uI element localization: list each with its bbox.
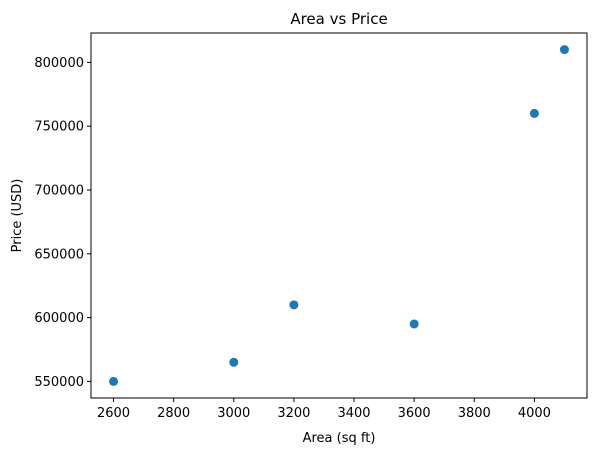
y-tick-label: 800000 (34, 56, 84, 71)
x-tick-label: 3000 (217, 406, 250, 421)
y-tick-label: 550000 (34, 375, 84, 390)
chart-title: Area vs Price (290, 10, 387, 28)
y-tick-label: 750000 (34, 120, 84, 135)
x-tick-label: 4000 (518, 406, 551, 421)
y-axis-label: Price (USD) (10, 179, 25, 253)
scatter-point (229, 357, 239, 367)
x-tick-label: 3800 (458, 406, 491, 421)
x-tick-label: 2600 (97, 406, 130, 421)
y-axis: 550000 600000 650000 700000 750000 800000 (34, 56, 91, 390)
x-axis-label: Area (sq ft) (303, 431, 376, 446)
x-tick-label: 3600 (398, 406, 431, 421)
plot-frame (90, 32, 588, 399)
x-tick-label: 3200 (277, 406, 310, 421)
x-tick-label: 3400 (337, 406, 370, 421)
y-tick-label: 600000 (34, 311, 84, 326)
scatter-point (529, 108, 539, 118)
scatter-point (559, 45, 569, 55)
x-tick-label: 2800 (157, 406, 190, 421)
scatter-point (289, 300, 299, 310)
y-tick-label: 700000 (34, 183, 84, 198)
scatter-point (409, 319, 419, 329)
x-axis: 2600 2800 3000 3200 3400 3600 3800 4000 (97, 398, 551, 421)
y-tick-label: 650000 (34, 247, 84, 262)
data-points (109, 45, 569, 386)
scatter-point (109, 376, 119, 386)
